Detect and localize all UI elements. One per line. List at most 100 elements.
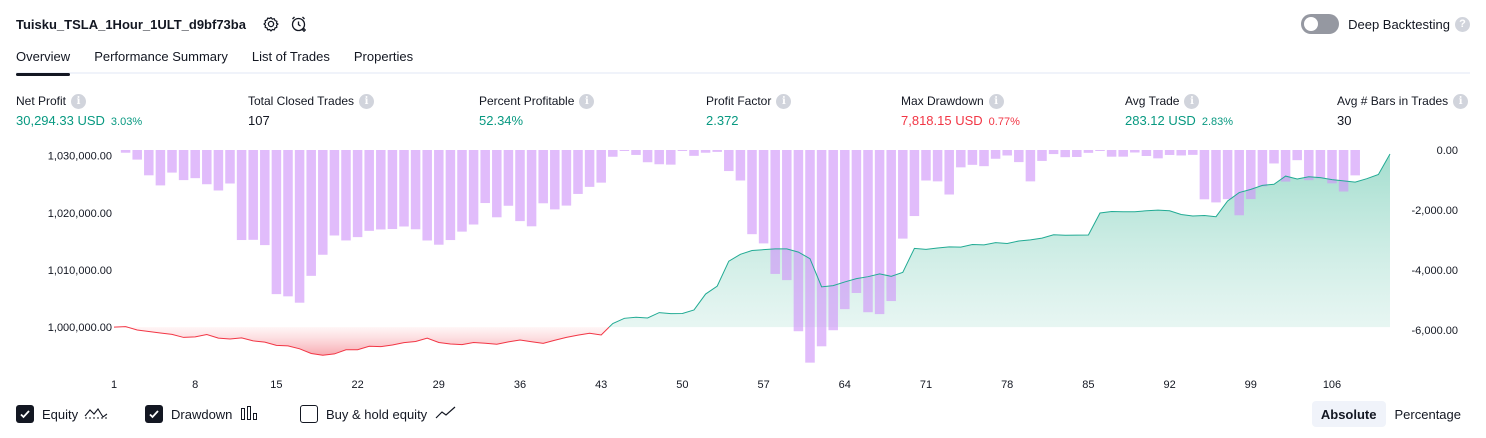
info-icon[interactable]: i xyxy=(1453,93,1469,109)
info-icon[interactable]: i xyxy=(1184,93,1200,109)
drawdown-bar xyxy=(1176,150,1186,156)
buy-hold-checkbox[interactable] xyxy=(300,405,318,423)
x-tick-label: 57 xyxy=(757,379,769,391)
drawdown-bar xyxy=(573,150,583,194)
drawdown-bar xyxy=(1164,150,1175,155)
equity-line-group xyxy=(113,153,1391,356)
settings-icon[interactable] xyxy=(260,13,282,35)
drawdown-bar xyxy=(468,150,479,225)
toggle-knob xyxy=(1304,17,1319,31)
metric-avg-trade: Avg Trade i 283.12 USD 2.83% xyxy=(1125,93,1233,129)
info-icon[interactable]: i xyxy=(988,93,1004,109)
drawdown-bar xyxy=(1002,150,1012,156)
percentage-button[interactable]: Percentage xyxy=(1394,406,1462,422)
drawdown-bar xyxy=(561,150,572,206)
drawdown-bar xyxy=(376,150,386,230)
drawdown-bar xyxy=(909,150,920,217)
right-tick-label: -2,000.00 xyxy=(1412,205,1458,217)
drawdown-bar xyxy=(526,150,537,227)
alert-clock-icon[interactable] xyxy=(288,13,310,35)
deep-backtesting-control: Deep Backtesting ? xyxy=(1301,13,1470,35)
metric-value: 30 xyxy=(1337,113,1352,128)
drawdown-bar xyxy=(758,150,769,244)
drawdown-bar xyxy=(747,150,757,235)
drawdown-bar xyxy=(236,150,247,241)
info-icon[interactable]: i xyxy=(579,93,595,109)
x-axis: 1 8 15 22 29 36 43 50 57 64 71 78 85 92 99 106 xyxy=(111,379,1341,391)
drawdown-bar xyxy=(306,150,316,276)
drawdown-bar xyxy=(225,150,235,184)
drawdown-bar xyxy=(979,150,989,167)
drawdown-bar xyxy=(178,150,189,181)
drawdown-bar xyxy=(631,150,641,155)
tab-overview[interactable]: Overview xyxy=(16,44,71,76)
drawdown-bar xyxy=(399,150,409,227)
tab-list-of-trades[interactable]: List of Trades xyxy=(251,49,330,64)
metric-total-closed-trades: Total Closed Trades i 107 xyxy=(248,93,375,129)
equity-profit-line xyxy=(608,153,1391,328)
info-icon[interactable]: i xyxy=(71,93,87,109)
drawdown-bar xyxy=(654,150,664,165)
drawdown-bar xyxy=(1327,150,1337,184)
left-tick-label: 1,010,000.00 xyxy=(48,265,112,277)
equity-area xyxy=(114,154,1390,356)
drawdown-bar xyxy=(445,150,456,241)
drawdown-checkbox[interactable] xyxy=(145,405,163,423)
drawdown-bar xyxy=(283,150,293,297)
x-tick-label: 15 xyxy=(270,379,282,391)
drawdown-bar xyxy=(619,150,630,151)
drawdown-bar xyxy=(1083,150,1094,153)
drawdown-bar xyxy=(642,150,653,163)
help-icon[interactable]: ? xyxy=(1455,16,1470,32)
tab-performance-summary[interactable]: Performance Summary xyxy=(94,49,228,64)
legend-buy-hold[interactable]: Buy & hold equity xyxy=(300,403,457,425)
drawdown-bar xyxy=(584,150,595,187)
deep-backtesting-label: Deep Backtesting xyxy=(1348,16,1450,32)
drawdown-bar xyxy=(492,150,502,218)
x-tick-label: 8 xyxy=(192,379,198,391)
x-tick-label: 106 xyxy=(1323,379,1341,391)
deep-backtesting-toggle[interactable] xyxy=(1301,14,1340,34)
info-icon[interactable]: i xyxy=(776,93,792,109)
drawdown-bar xyxy=(387,150,398,230)
x-tick-label: 22 xyxy=(351,379,363,391)
metric-value: 107 xyxy=(248,113,270,128)
equity-drawdown-chart[interactable]: 1,030,000.00 1,020,000.00 1,010,000.00 1,00… xyxy=(0,140,1486,395)
drawdown-bar xyxy=(782,150,792,281)
drawdown-bar xyxy=(271,150,282,295)
legend-equity[interactable]: Equity xyxy=(16,403,108,425)
right-axis: 0.00 -2,000.00 -4,000.00 -6,000.00 xyxy=(1412,145,1458,337)
drawdown-bar xyxy=(190,150,200,179)
drawdown-bar xyxy=(990,150,1001,159)
drawdown-bar xyxy=(735,150,746,181)
equity-checkbox[interactable] xyxy=(16,405,34,423)
drawdown-bar xyxy=(944,150,954,195)
x-tick-label: 85 xyxy=(1082,379,1094,391)
drawdown-bar xyxy=(816,150,827,347)
drawdown-bar xyxy=(294,150,305,303)
drawdown-bar xyxy=(422,150,432,241)
tab-properties[interactable]: Properties xyxy=(353,49,414,64)
drawdown-bar xyxy=(724,150,734,172)
metric-label: Percent Profitable xyxy=(479,94,575,108)
right-tick-label: -4,000.00 xyxy=(1412,265,1458,277)
drawdown-bar xyxy=(1315,150,1326,179)
info-icon[interactable]: i xyxy=(359,93,375,109)
drawdown-bar xyxy=(956,150,966,168)
tab-bar: Overview Performance Summary List of Tra… xyxy=(16,44,1470,76)
drawdown-bar xyxy=(1338,150,1349,192)
drawdown-bar xyxy=(1246,150,1256,200)
x-tick-label: 50 xyxy=(676,379,688,391)
drawdown-bar xyxy=(1199,150,1210,200)
legend-drawdown[interactable]: Drawdown xyxy=(145,403,260,425)
drawdown-bar xyxy=(921,150,931,181)
drawdown-bar xyxy=(538,150,548,204)
x-tick-label: 78 xyxy=(1001,379,1013,391)
drawdown-bar xyxy=(341,150,351,241)
equity-label: Equity xyxy=(42,406,79,422)
drawdown-bar xyxy=(840,150,850,310)
drawdown-bar xyxy=(202,150,212,185)
x-tick-label: 99 xyxy=(1245,379,1257,391)
drawdown-bar xyxy=(1304,150,1314,181)
absolute-button[interactable]: Absolute xyxy=(1311,401,1386,427)
